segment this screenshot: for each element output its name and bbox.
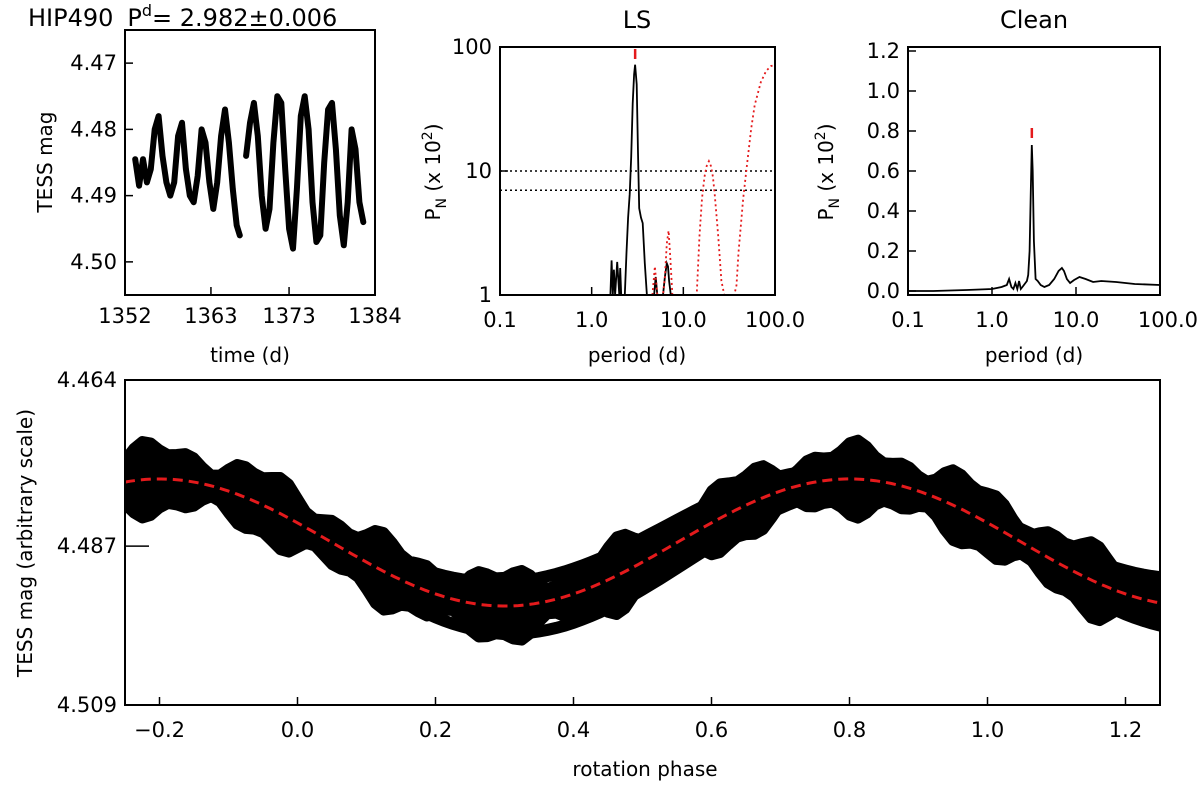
clean-xtick-label: 0.1 xyxy=(891,308,924,332)
ls-panel: LS 0.1 1.0 10.0 100.0 1 10 100 period (d) PN (… xyxy=(420,6,805,367)
phased-series xyxy=(125,434,1160,646)
lightcurve-ytick-label: 4.50 xyxy=(70,250,117,274)
ls-power-line xyxy=(609,64,677,295)
phased-xtick-label: 0.2 xyxy=(419,718,452,742)
phased-xtick-label: 1.0 xyxy=(971,718,1004,742)
phased-xtick-label: 0.0 xyxy=(281,718,314,742)
ls-window-line xyxy=(651,63,775,295)
lightcurve-xtick-label: 1352 xyxy=(98,304,151,328)
clean-power-line xyxy=(908,144,1160,293)
lightcurve-ytick-label: 4.48 xyxy=(70,117,117,141)
lightcurve-line xyxy=(132,106,243,239)
ls-xtick-label: 100.0 xyxy=(745,308,805,332)
ls-xtick-label: 0.1 xyxy=(483,308,516,332)
clean-ytick-label: 0.0 xyxy=(867,279,900,303)
clean-frame xyxy=(907,46,1161,296)
clean-xtick-label: 10.0 xyxy=(1053,308,1100,332)
phased-xtick-label: 1.2 xyxy=(1109,718,1142,742)
lightcurve-xtick-label: 1363 xyxy=(184,304,237,328)
clean-ytick-label: 0.6 xyxy=(867,159,900,183)
clean-title: Clean xyxy=(1000,6,1068,34)
phased-xtick-label: 0.6 xyxy=(695,718,728,742)
lightcurve-title: HIP490 Pd= 2.982±0.006 xyxy=(28,1,337,32)
lightcurve-line xyxy=(243,93,367,252)
ls-ytick-label: 1 xyxy=(479,283,492,307)
lightcurve-xtick-label: 1384 xyxy=(348,304,401,328)
clean-xtick-label: 1.0 xyxy=(975,308,1008,332)
lightcurve-xtick-label: 1373 xyxy=(262,304,315,328)
clean-ticks: 0.1 1.0 10.0 100.0 0.0 0.2 0.4 0.6 0.8 1.0 1.2 xyxy=(867,39,1198,332)
lightcurve-ticks: 1352 1363 1373 1384 4.47 4.48 4.49 4.50 xyxy=(70,51,401,328)
ls-xlabel: period (d) xyxy=(588,343,686,367)
lightcurve-ylabel: TESS mag xyxy=(33,111,57,213)
lightcurve-xlabel: time (d) xyxy=(210,343,290,367)
ls-ylabel: PN (x 102) xyxy=(420,123,450,220)
ls-title: LS xyxy=(623,6,652,34)
phased-ylabel: TESS mag (arbitrary scale) xyxy=(13,409,37,678)
phased-frame xyxy=(124,379,1161,706)
lightcurve-ytick-label: 4.47 xyxy=(70,51,117,75)
phased-ytick-label: 4.464 xyxy=(57,368,117,392)
phased-cycle-track xyxy=(125,462,1160,640)
phased-xtick-label: −0.2 xyxy=(134,718,185,742)
clean-panel: Clean 0.1 1.0 10.0 100.0 0.0 0.2 0.4 0.6 0.8 1.0 1… xyxy=(813,6,1198,367)
ls-series xyxy=(500,49,775,295)
ls-xtick-label: 10.0 xyxy=(660,308,707,332)
clean-ytick-label: 1.0 xyxy=(867,79,900,103)
clean-ylabel: PN (x 102) xyxy=(813,123,843,220)
phased-cycle-track xyxy=(125,464,1160,632)
phased-xtick-label: 0.8 xyxy=(833,718,866,742)
lightcurve-panel: HIP490 Pd= 2.982±0.006 1352 1363 1373 1384 4.… xyxy=(28,1,402,367)
ls-xtick-label: 1.0 xyxy=(575,308,608,332)
clean-ytick-label: 0.2 xyxy=(867,239,900,263)
lightcurve-series xyxy=(132,93,367,252)
ls-ytick-label: 100 xyxy=(452,35,492,59)
ls-ticks: 0.1 1.0 10.0 100.0 1 10 100 xyxy=(452,35,805,332)
lightcurve-ytick-label: 4.49 xyxy=(70,184,117,208)
phased-panel: −0.2 0.0 0.2 0.4 0.6 0.8 1.0 1.2 4.464 4.487 4.509… xyxy=(13,368,1161,781)
ls-frame xyxy=(499,46,776,296)
lightcurve-frame xyxy=(124,29,376,296)
phased-ticks: −0.2 0.0 0.2 0.4 0.6 0.8 1.0 1.2 4.464 4.487 4.509 xyxy=(57,368,1142,742)
clean-xtick-label: 100.0 xyxy=(1138,308,1198,332)
clean-ytick-label: 0.8 xyxy=(867,119,900,143)
phased-ytick-label: 4.509 xyxy=(57,693,117,717)
clean-ytick-label: 0.4 xyxy=(867,199,900,223)
ls-ytick-label: 10 xyxy=(465,159,492,183)
clean-series xyxy=(908,128,1160,293)
phased-model-line xyxy=(125,477,1160,608)
phased-xlabel: rotation phase xyxy=(572,757,717,781)
clean-xlabel: period (d) xyxy=(985,343,1083,367)
clean-ytick-label: 1.2 xyxy=(867,39,900,63)
phased-xtick-label: 0.4 xyxy=(557,718,590,742)
phased-ytick-label: 4.487 xyxy=(57,534,117,558)
